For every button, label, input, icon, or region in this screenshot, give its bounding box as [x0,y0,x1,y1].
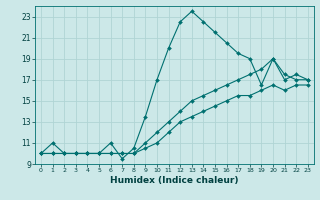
X-axis label: Humidex (Indice chaleur): Humidex (Indice chaleur) [110,176,239,185]
